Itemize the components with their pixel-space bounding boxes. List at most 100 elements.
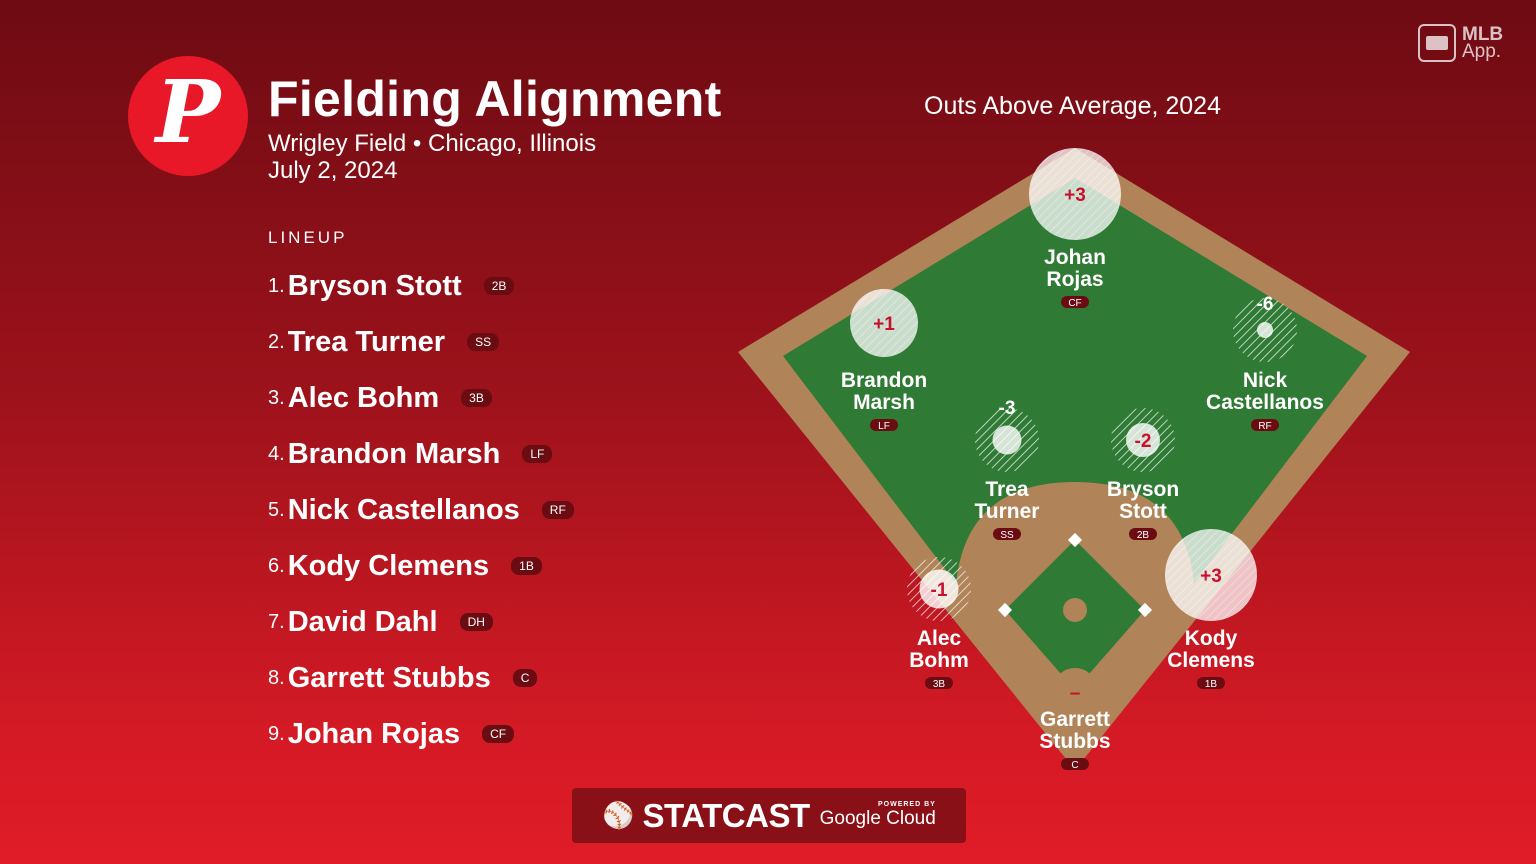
fielder-last-name: Stubbs [1039,730,1110,753]
fielder-last-name: Marsh [853,391,915,414]
lineup-number: 2. [268,330,285,353]
lineup-item: 7. David Dahl DH [268,594,574,650]
lineup-number: 8. [268,666,285,689]
oaa-value: -3 [999,398,1016,419]
lineup-number: 4. [268,442,285,465]
fielder-position-badge: CF [1068,298,1081,309]
fielder-first-name: Kody [1185,627,1238,650]
oaa-bubble-hatch [850,289,918,357]
lineup-item: 5. Nick Castellanos RF [268,482,574,538]
lineup-player-name: David Dahl [287,605,438,638]
fielder-last-name: Turner [975,500,1040,523]
statcast-wordmark: STATCAST [642,796,811,834]
fielder-position-badge-bg [1061,296,1089,308]
lineup-position-badge: SS [467,333,500,351]
lineup-item: 8. Garrett Stubbs C [268,650,574,706]
oaa-bubble [1126,423,1160,457]
lineup-position-badge: 3B [461,389,492,407]
first-base [1137,602,1153,618]
lineup-player-name: Johan Rojas [287,717,461,750]
lineup-position-badge: RF [541,501,574,519]
lineup-player-name: Nick Castellanos [287,493,520,526]
phillies-logo: P [128,56,248,176]
fielder-first-name: Alec [917,627,962,650]
lineup-number: 1. [268,274,285,297]
lineup-number: 5. [268,498,285,521]
fielder-position-badge-bg [993,528,1021,540]
field-title: Outs Above Average, 2024 [924,92,1221,120]
oaa-value: – [1070,683,1081,704]
lineup-item: 4. Brandon Marsh LF [268,426,574,482]
fielder-first-name: Garrett [1040,708,1110,731]
lineup-player-name: Brandon Marsh [287,437,501,470]
oaa-bubble [919,569,959,609]
fielder-position-badge: 2B [1137,530,1150,541]
lineup-position-badge: 1B [511,557,542,575]
fielder-position-badge: 1B [1205,679,1218,690]
mlb-app-line2: App. [1462,41,1502,62]
mlb-app-icon [1418,24,1456,62]
page-title: Fielding Alignment [268,71,722,127]
lineup-player-name: Alec Bohm [287,381,440,414]
fielder-last-name: Clemens [1167,649,1255,672]
fielder-first-name: Bryson [1107,478,1179,501]
oaa-bubble-hatch [1029,148,1121,240]
oaa-value: -6 [1257,294,1274,315]
second-base [1067,532,1083,548]
lineup-list: 1. Bryson Stott 2B 2. Trea Turner SS 3. Alec … [268,258,574,762]
lineup-number: 6. [268,554,285,577]
pitchers-mound [1063,598,1087,622]
lineup-position-badge: LF [522,445,553,463]
mlb-app-logo: MLB App. [1418,24,1503,62]
game-date: July 2, 2024 [268,157,398,184]
fielder-position-badge: SS [1000,530,1014,541]
lineup-item: 6. Kody Clemens 1B [268,538,574,594]
oaa-value: -1 [931,580,948,601]
fielder-first-name: Johan [1044,246,1106,269]
lineup-player-name: Bryson Stott [287,269,462,302]
oaa-bubble [1257,322,1273,338]
lineup-number: 9. [268,722,285,745]
lineup-position-badge: CF [482,725,515,743]
fielder-position-badge: LF [878,421,890,432]
outfield-grass [783,178,1367,740]
fielder-position-badge-bg [1061,758,1089,770]
mlb-batter-icon: ⚾ [602,800,635,830]
lineup-number: 3. [268,386,285,409]
fielder-last-name: Bohm [909,649,969,672]
lineup-item: 1. Bryson Stott 2B [268,258,574,314]
fielder-position-badge: C [1071,760,1078,771]
oaa-bubble-hatch [1165,529,1257,621]
home-plate-circle [1053,668,1097,712]
lineup-player-name: Kody Clemens [287,549,490,582]
fielder-position-badge-bg [1129,528,1157,540]
fielder-position-badge: RF [1258,421,1271,432]
lineup-heading: LINEUP [268,228,348,247]
mlb-app-line1: MLB [1462,24,1504,45]
phillies-logo-letter: P [155,62,221,163]
fielder-position-badge-bg [925,677,953,689]
lineup-item: 2. Trea Turner SS [268,314,574,370]
fielder-first-name: Brandon [841,369,927,392]
fielder-last-name: Stott [1119,500,1167,523]
oaa-value: +3 [1064,185,1086,206]
fielder-first-name: Nick [1243,369,1288,392]
lineup-position-badge: DH [459,613,493,631]
oaa-value: +3 [1200,566,1222,587]
lineup-item: 9. Johan Rojas CF [268,706,574,762]
oaa-value: +1 [873,314,895,335]
fielder-position-badge-bg [1251,419,1279,431]
fielder-last-name: Castellanos [1206,391,1324,414]
fielder-position-badge-bg [1197,677,1225,689]
statcast-banner: ⚾ STATCAST POWERED BY Google Cloud [572,788,966,843]
fielder-first-name: Trea [985,478,1029,501]
lineup-position-badge: C [512,669,538,687]
third-base [997,602,1013,618]
